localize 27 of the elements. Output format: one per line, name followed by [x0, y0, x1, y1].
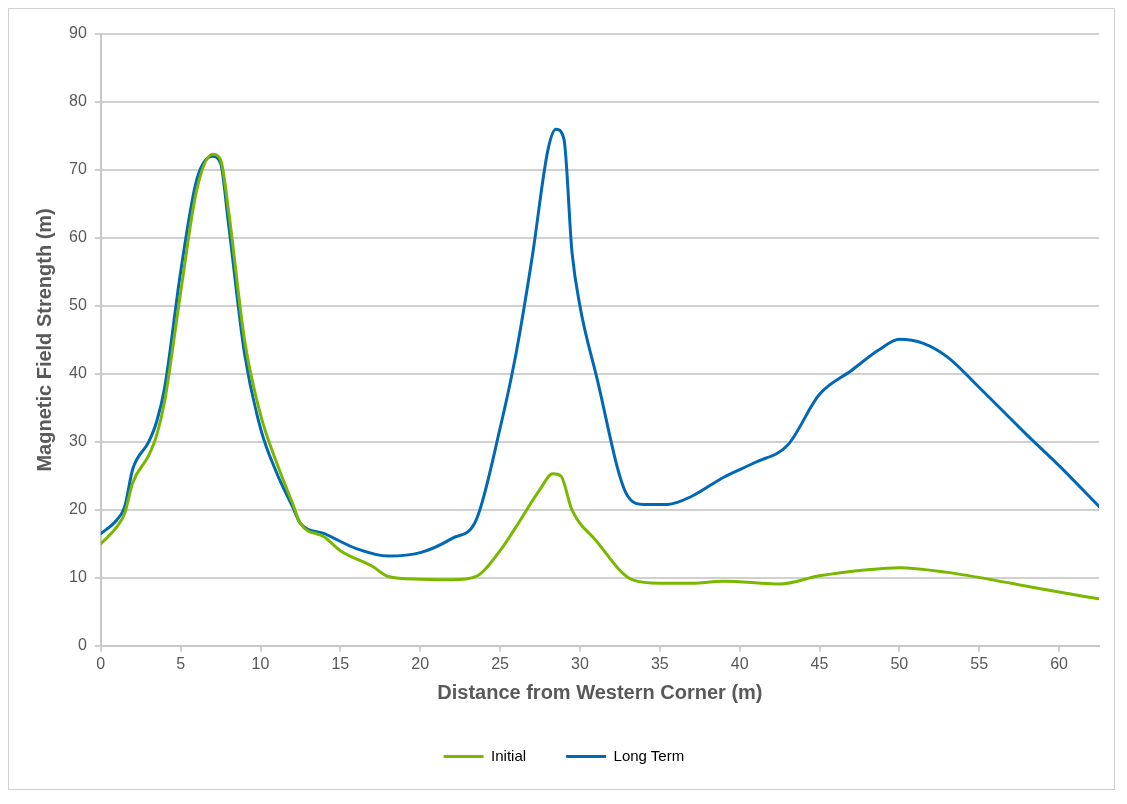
y-tick-label: 10: [69, 568, 87, 586]
x-tick-label: 55: [970, 654, 989, 672]
y-tick-label: 80: [69, 92, 87, 110]
x-tick-label: 10: [251, 654, 270, 672]
y-tick-label: 40: [69, 364, 87, 382]
y-tick-label: 20: [69, 500, 87, 518]
x-tick-label: 5: [176, 654, 186, 672]
y-tick-label: 0: [77, 636, 87, 654]
legend-label: Long Term: [613, 746, 685, 764]
x-tick-label: 40: [730, 654, 749, 672]
x-tick-label: 15: [331, 654, 350, 672]
y-tick-label: 70: [69, 160, 87, 178]
x-tick-label: 30: [571, 654, 589, 672]
x-tick-label: 25: [491, 654, 510, 672]
y-tick-label: 60: [69, 228, 87, 246]
y-tick-label: 30: [69, 432, 87, 450]
x-axis-title: Distance from Western Corner (m): [437, 680, 763, 703]
x-tick-label: 0: [96, 654, 106, 672]
x-tick-label: 45: [810, 654, 829, 672]
legend-label: Initial: [491, 746, 527, 764]
y-axis-title: Magnetic Field Strength (m): [32, 208, 55, 472]
y-tick-label: 50: [69, 296, 87, 314]
x-tick-label: 60: [1050, 654, 1069, 672]
y-tick-label: 90: [69, 24, 87, 42]
x-tick-label: 20: [411, 654, 430, 672]
x-tick-label: 35: [650, 654, 669, 672]
x-tick-label: 50: [890, 654, 909, 672]
